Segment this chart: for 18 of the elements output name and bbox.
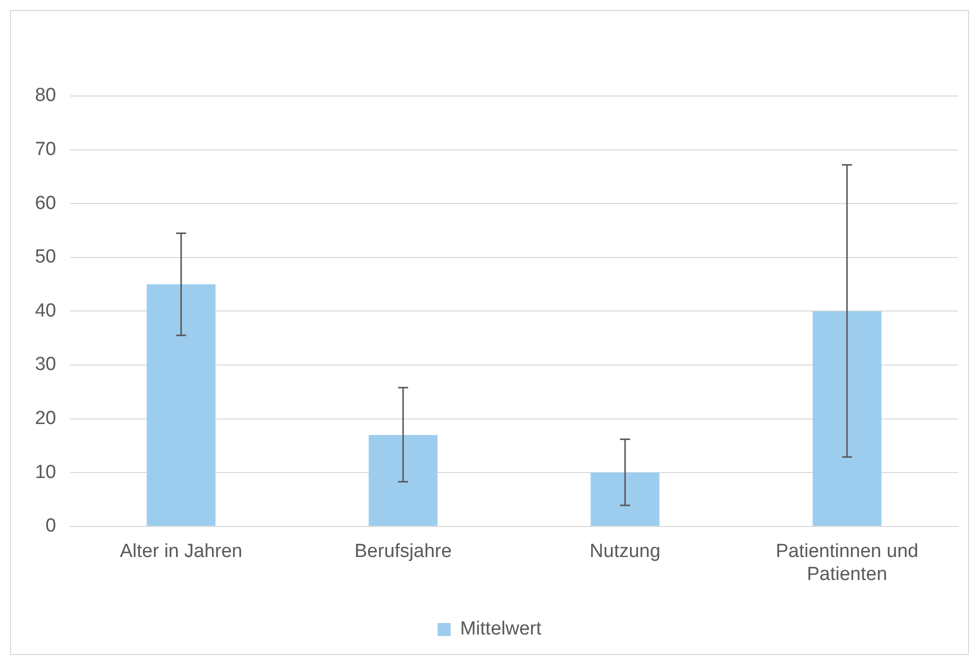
y-tick-label: 40 bbox=[34, 300, 56, 322]
bar bbox=[590, 472, 660, 526]
x-tick-label: Berufsjahre bbox=[354, 541, 452, 562]
x-tick-label: Nutzung bbox=[590, 541, 660, 562]
bar bbox=[146, 284, 216, 526]
y-tick-label: 20 bbox=[34, 408, 56, 430]
y-tick-label: 10 bbox=[34, 462, 56, 483]
x-tick-label: Patientinnen und Patienten bbox=[776, 541, 918, 585]
y-tick-label: 50 bbox=[34, 246, 56, 268]
y-tick-label: 30 bbox=[34, 354, 56, 376]
bar bbox=[368, 434, 438, 526]
y-tick-label: 60 bbox=[34, 192, 56, 214]
y-tick-label: 80 bbox=[34, 85, 56, 106]
x-tick-label: Alter in Jahren bbox=[120, 541, 242, 562]
legend-label: Mittelwert bbox=[460, 618, 542, 640]
y-tick-label: 0 bbox=[46, 516, 56, 537]
bar bbox=[812, 311, 882, 526]
y-tick-label: 70 bbox=[34, 139, 56, 160]
